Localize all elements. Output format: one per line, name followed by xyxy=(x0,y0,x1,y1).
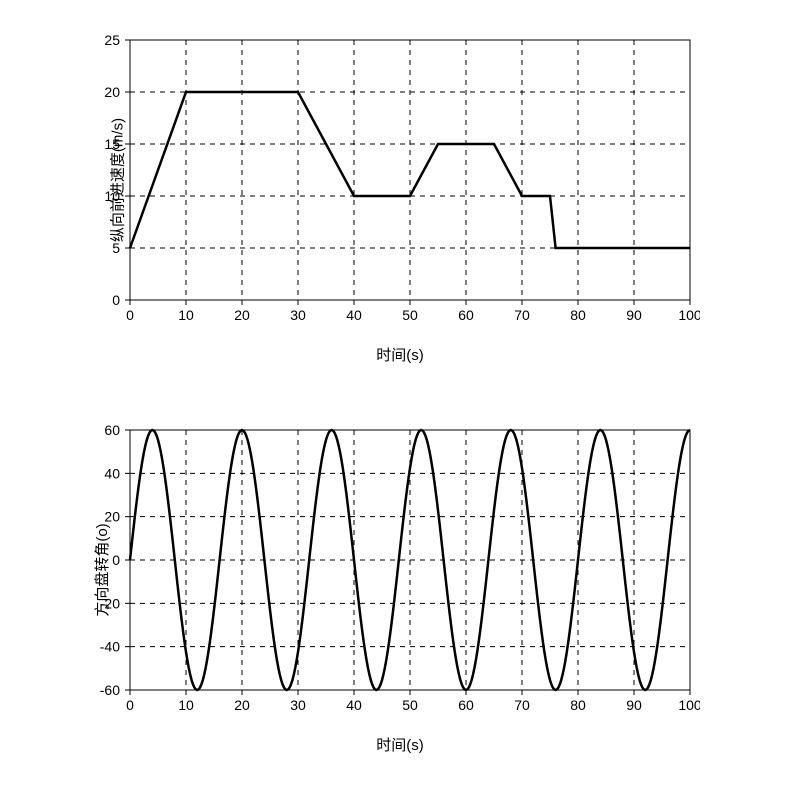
svg-text:0: 0 xyxy=(126,697,134,713)
svg-text:0: 0 xyxy=(126,307,134,323)
svg-text:100: 100 xyxy=(678,697,700,713)
chart-velocity-svg: 01020304050607080901000510152025 xyxy=(100,30,700,330)
svg-text:25: 25 xyxy=(104,32,120,48)
svg-text:70: 70 xyxy=(514,697,530,713)
svg-text:0: 0 xyxy=(112,552,120,568)
svg-text:100: 100 xyxy=(678,307,700,323)
svg-text:40: 40 xyxy=(346,307,362,323)
svg-text:-60: -60 xyxy=(100,682,120,698)
svg-text:80: 80 xyxy=(570,307,586,323)
svg-text:50: 50 xyxy=(402,307,418,323)
svg-text:0: 0 xyxy=(112,292,120,308)
svg-text:30: 30 xyxy=(290,307,306,323)
svg-text:30: 30 xyxy=(290,697,306,713)
svg-text:5: 5 xyxy=(112,240,120,256)
svg-text:20: 20 xyxy=(104,84,120,100)
chart2-ylabel: 方向盘转角(o) xyxy=(94,523,111,616)
chart-velocity: 01020304050607080901000510152025 纵向前进速度(… xyxy=(100,30,700,330)
chart-steering: 0102030405060708090100-60-40-200204060 方… xyxy=(100,420,700,720)
svg-text:20: 20 xyxy=(234,307,250,323)
svg-text:60: 60 xyxy=(458,697,474,713)
chart1-ylabel: 纵向前进速度(m/s) xyxy=(110,118,127,242)
svg-text:10: 10 xyxy=(178,307,194,323)
svg-text:50: 50 xyxy=(402,697,418,713)
svg-text:40: 40 xyxy=(104,465,120,481)
svg-text:-40: -40 xyxy=(100,639,120,655)
svg-text:20: 20 xyxy=(104,509,120,525)
svg-text:60: 60 xyxy=(104,422,120,438)
chart2-xlabel: 时间(s) xyxy=(376,737,424,754)
chart1-xlabel: 时间(s) xyxy=(376,347,424,364)
chart-steering-svg: 0102030405060708090100-60-40-200204060 xyxy=(100,420,700,720)
svg-text:40: 40 xyxy=(346,697,362,713)
svg-text:90: 90 xyxy=(626,697,642,713)
svg-text:10: 10 xyxy=(178,697,194,713)
svg-text:20: 20 xyxy=(234,697,250,713)
svg-text:90: 90 xyxy=(626,307,642,323)
svg-text:70: 70 xyxy=(514,307,530,323)
svg-text:60: 60 xyxy=(458,307,474,323)
svg-text:80: 80 xyxy=(570,697,586,713)
